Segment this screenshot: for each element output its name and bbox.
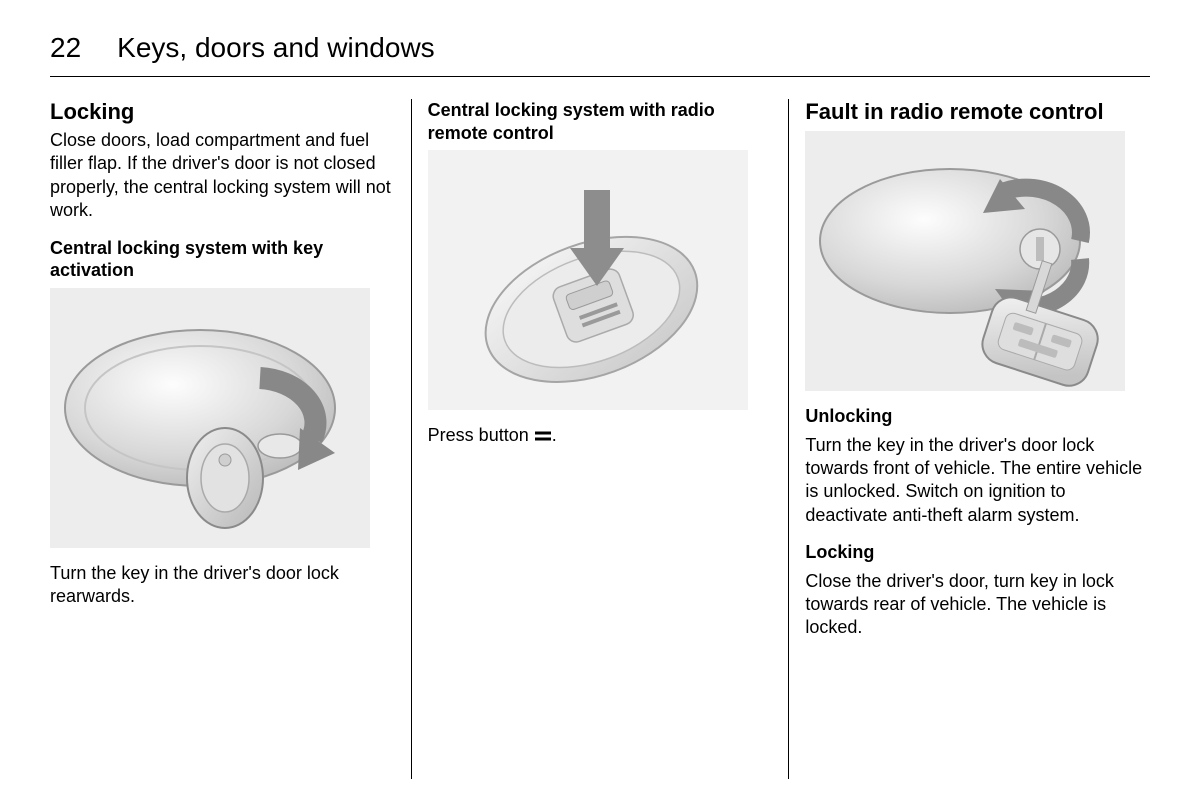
caption-press-suffix: . [552, 425, 557, 445]
subheading-locking-2: Locking [805, 541, 1150, 564]
content-columns: Locking Close doors, load compartment an… [50, 99, 1150, 779]
column-2: Central locking system with radio remote… [412, 99, 789, 779]
locking-text: Close the driver's door, turn key in loc… [805, 570, 1150, 640]
column-3: Fault in radio remote control [789, 99, 1150, 779]
subheading-radio-remote: Central locking system with radio remote… [428, 99, 773, 144]
figure-fault-remote [805, 131, 1125, 391]
column-1: Locking Close doors, load compartment an… [50, 99, 411, 779]
locking-intro-text: Close doors, load compartment and fuel f… [50, 129, 395, 223]
subheading-unlocking: Unlocking [805, 405, 1150, 428]
section-heading-locking: Locking [50, 99, 395, 125]
caption-key-rearwards: Turn the key in the driver's door lock r… [50, 562, 395, 609]
page-header: 22 Keys, doors and windows [50, 32, 1150, 77]
page-number: 22 [50, 32, 81, 64]
lock-button-icon [534, 430, 552, 442]
figure-remote-press [428, 150, 748, 410]
caption-press-prefix: Press button [428, 425, 534, 445]
subheading-key-activation: Central locking system with key activati… [50, 237, 395, 282]
figure-key-in-lock [50, 288, 370, 548]
chapter-title: Keys, doors and windows [117, 32, 435, 64]
unlocking-text: Turn the key in the driver's door lock t… [805, 434, 1150, 528]
section-heading-fault: Fault in radio remote control [805, 99, 1150, 125]
caption-press-button: Press button . [428, 424, 773, 447]
